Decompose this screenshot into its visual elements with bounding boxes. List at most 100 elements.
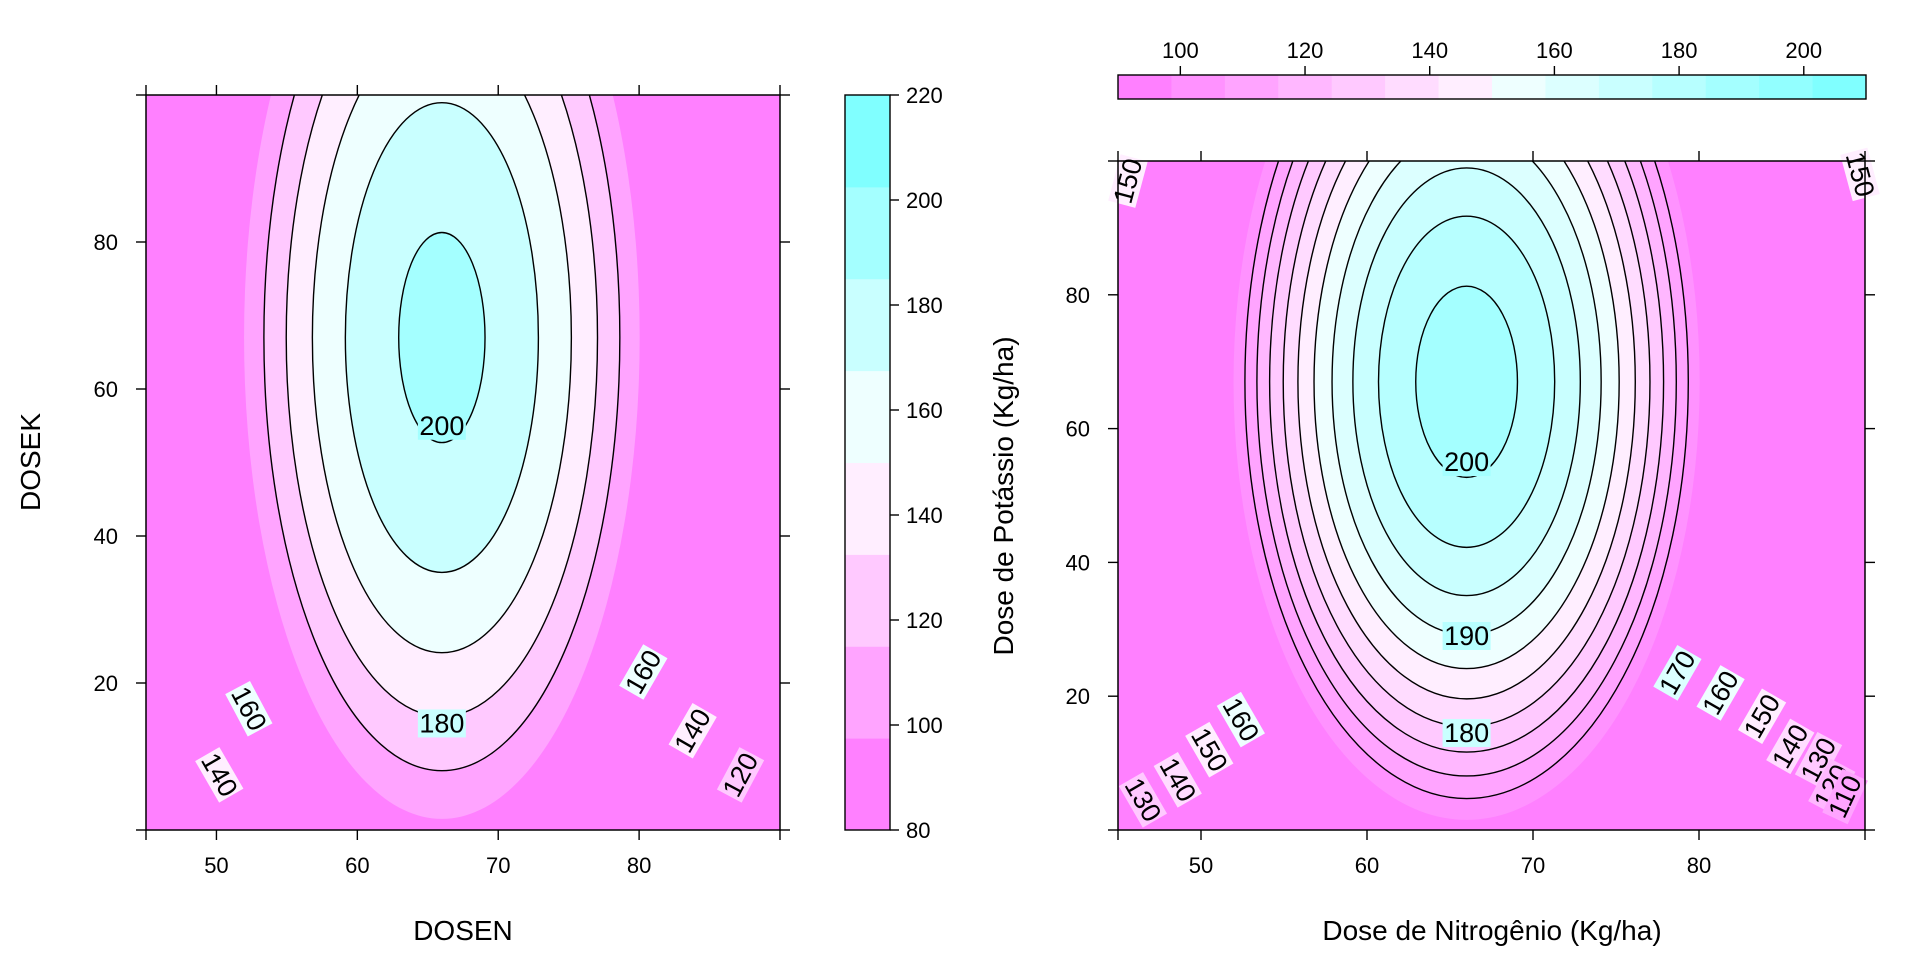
contour-panel-2: 2001901801701601501401301201101601501401… (988, 38, 1880, 946)
contour-line-200 (398, 231, 486, 444)
y-tick-label: 80 (94, 230, 118, 255)
colorkey-swatch (1118, 75, 1172, 99)
contour-line-110 (1244, 161, 1689, 800)
colorkey-label: 120 (906, 608, 943, 633)
colorkey-label: 100 (906, 713, 943, 738)
colorkey-swatch (1171, 75, 1226, 99)
label-gap (1185, 721, 1234, 778)
colorkey-swatch (845, 278, 890, 372)
colorkey-swatch (845, 554, 890, 647)
colorkey-swatch (1331, 75, 1386, 99)
colorkey-label: 140 (906, 503, 943, 528)
colorkey-label: 160 (1536, 38, 1573, 63)
band-200 (1415, 286, 1518, 478)
contour-line-160 (1313, 161, 1620, 670)
contour-label-200: 200 (1442, 447, 1491, 477)
label-gap (716, 747, 765, 803)
filled-bands (146, 95, 780, 830)
x-tick-label: 70 (1521, 853, 1545, 878)
colorkey-label: 200 (906, 188, 943, 213)
contour-label-180: 180 (417, 708, 466, 738)
x-axis-title: Dose de Nitrogênio (Kg/ha) (1322, 915, 1661, 946)
contour-line-120 (263, 95, 621, 772)
colorkey-swatch (1224, 75, 1279, 99)
contour-label-text: 190 (1444, 621, 1489, 651)
colorkey-swatch (1759, 75, 1814, 99)
label-gap (1442, 621, 1491, 650)
colorkey-label: 200 (1785, 38, 1822, 63)
colorkey-label: 180 (1661, 38, 1698, 63)
colorkey: 100 120 140 160 180 200 (1117, 38, 1867, 100)
x-tick-label: 60 (1355, 853, 1379, 878)
x-tick-label: 60 (345, 853, 369, 878)
label-gap (1153, 752, 1202, 808)
y-axis-title: Dose de Potássio (Kg/ha) (988, 336, 1019, 655)
colorkey-frame (844, 94, 891, 831)
colorkey-swatch (845, 370, 890, 463)
band-200 (398, 232, 486, 443)
x-tick-label: 50 (204, 853, 228, 878)
x-axis-title: DOSEN (413, 915, 513, 946)
contour-line-180 (1352, 167, 1582, 597)
colorkey-label: 120 (1287, 38, 1324, 63)
label-gap (1696, 665, 1745, 721)
label-gap (417, 709, 466, 738)
colorkey-label: 80 (906, 818, 930, 843)
colorkey-swatch (1545, 75, 1600, 99)
colorkey-swatch (845, 738, 890, 831)
label-gap (1794, 731, 1843, 788)
x-tick-label: 70 (486, 853, 510, 878)
colorkey-label: 140 (1411, 38, 1448, 63)
contour-label-text: 180 (419, 708, 464, 738)
y-tick-label: 60 (1066, 417, 1090, 442)
contour-label-text: 200 (1444, 447, 1489, 477)
label-gap (1822, 768, 1868, 825)
colorkey-swatch (845, 95, 890, 188)
label-gap (417, 411, 466, 440)
contour-line-150 (1297, 161, 1636, 700)
label-gap (1216, 691, 1265, 748)
label-gap (1653, 645, 1702, 701)
colorkey-label: 220 (906, 83, 943, 108)
contour-label-180: 180 (1442, 718, 1491, 748)
y-tick-label: 20 (1066, 684, 1090, 709)
colorkey-swatch (1492, 75, 1546, 99)
contour-label-200: 200 (417, 411, 466, 441)
colorkey-frame (1117, 74, 1867, 100)
colorkey: 80 100 120 140 160 180 200 220 (844, 83, 943, 843)
y-tick-label: 80 (1066, 283, 1090, 308)
colorkey-swatch (1385, 75, 1440, 99)
colorkey-swatch (845, 462, 890, 555)
label-gap (195, 747, 244, 803)
contour-label-text: 200 (419, 411, 464, 441)
colorkey-swatch (1705, 75, 1760, 99)
label-gap (619, 644, 668, 700)
colorkey-swatch (1278, 75, 1333, 99)
y-axis-title: DOSEK (15, 413, 46, 511)
axes: 50 60 70 80 20 40 60 80 (1066, 151, 1875, 878)
plot-frame (145, 94, 781, 831)
y-tick-label: 20 (94, 671, 118, 696)
colorkey-label: 100 (1162, 38, 1199, 63)
y-tick-label: 40 (94, 524, 118, 549)
colorkey-swatch (1438, 75, 1493, 99)
label-gap (1442, 448, 1491, 477)
contour-label-190: 190 (1442, 621, 1491, 651)
x-tick-label: 80 (627, 853, 651, 878)
colorkey-swatch (845, 186, 890, 280)
contour-label-160: 160 (1696, 665, 1745, 721)
colorkey-label: 180 (906, 293, 943, 318)
label-gap (1737, 688, 1787, 745)
colorkey-swatch (1598, 75, 1653, 99)
label-gap (225, 680, 273, 737)
contour-line-130 (1268, 161, 1665, 753)
label-gap (1766, 718, 1815, 775)
x-tick-label: 50 (1189, 853, 1213, 878)
plot-frame (1117, 160, 1866, 831)
y-tick-label: 60 (94, 377, 118, 402)
x-tick-label: 80 (1687, 853, 1711, 878)
contour-line-120 (1256, 161, 1677, 777)
